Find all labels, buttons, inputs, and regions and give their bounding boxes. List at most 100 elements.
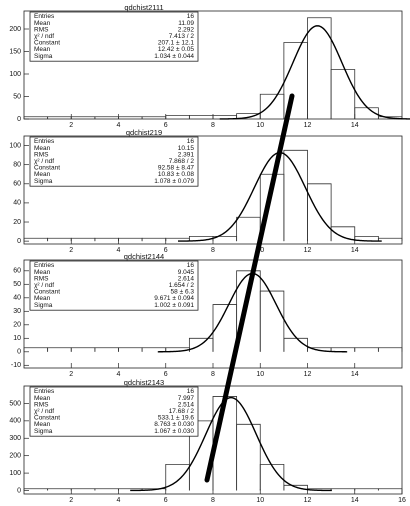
bin bbox=[70, 237, 96, 242]
y-tick-label: 40 bbox=[13, 200, 21, 207]
x-tick-label: 6 bbox=[164, 247, 168, 254]
stat-label: Entries bbox=[34, 138, 55, 145]
bin bbox=[330, 226, 356, 242]
stat-value: 16 bbox=[187, 262, 195, 269]
stat-label: χ² / ndf bbox=[34, 408, 54, 415]
bin bbox=[330, 69, 356, 119]
stat-label: RMS bbox=[34, 151, 49, 158]
y-tick-label: 150 bbox=[9, 48, 21, 55]
stat-value: 2.391 bbox=[178, 151, 195, 158]
stat-value: 1.002 ± 0.091 bbox=[154, 302, 194, 309]
panel-title: qdchist2111 bbox=[124, 3, 163, 12]
bin bbox=[94, 488, 119, 491]
x-tick-label: 12 bbox=[304, 371, 312, 378]
bin bbox=[118, 347, 143, 352]
x-tick-label: 6 bbox=[164, 371, 168, 378]
y-tick-label: -10 bbox=[11, 362, 21, 369]
x-tick-label: 8 bbox=[211, 247, 215, 254]
y-tick-label: 10 bbox=[13, 335, 21, 342]
bin bbox=[94, 347, 119, 352]
stat-label: χ² / ndf bbox=[34, 282, 54, 289]
fit-curve bbox=[130, 396, 332, 492]
stat-value: 17.68 / 2 bbox=[169, 408, 195, 415]
stat-value: 2.614 bbox=[178, 275, 195, 282]
stat-value: 16 bbox=[187, 13, 195, 20]
bin bbox=[377, 488, 403, 491]
x-tick-label: 12 bbox=[304, 497, 312, 504]
y-tick-label: 300 bbox=[9, 435, 21, 442]
stat-label: χ² / ndf bbox=[34, 33, 54, 40]
bin bbox=[259, 290, 285, 352]
stat-box bbox=[29, 136, 199, 187]
stat-label: Sigma bbox=[34, 178, 53, 185]
y-tick-label: 80 bbox=[13, 162, 21, 169]
x-tick-label: 4 bbox=[117, 497, 121, 504]
bin bbox=[354, 488, 379, 491]
stat-value: 7.868 / 2 bbox=[169, 158, 195, 165]
x-tick-label: 8 bbox=[211, 122, 215, 129]
bin bbox=[236, 216, 261, 242]
x-tick-label: 2 bbox=[69, 122, 73, 129]
bin bbox=[165, 115, 190, 119]
bin bbox=[23, 237, 49, 242]
stat-value: 9.045 bbox=[178, 269, 195, 276]
y-tick-label: 0 bbox=[17, 116, 21, 123]
stat-label: Constant bbox=[34, 289, 60, 296]
x-tick-label: 10 bbox=[256, 371, 264, 378]
bin bbox=[94, 237, 119, 242]
bin bbox=[330, 488, 356, 491]
stat-value: 12.42 ± 0.05 bbox=[158, 46, 194, 53]
x-tick-label: 4 bbox=[117, 122, 121, 129]
bin bbox=[47, 488, 72, 491]
y-tick-label: 200 bbox=[9, 453, 21, 460]
bin bbox=[47, 237, 72, 242]
stat-label: Mean bbox=[34, 421, 51, 428]
x-tick-label: 6 bbox=[164, 122, 168, 129]
y-tick-label: 0 bbox=[17, 238, 21, 245]
y-tick-label: 0 bbox=[17, 487, 21, 494]
y-tick-label: 100 bbox=[9, 71, 21, 78]
stat-value: 1.078 ± 0.079 bbox=[154, 178, 194, 185]
stat-label: χ² / ndf bbox=[34, 158, 54, 165]
stat-label: Constant bbox=[34, 415, 60, 422]
stat-value: 1.654 / 2 bbox=[169, 282, 195, 289]
y-tick-label: 50 bbox=[13, 281, 21, 288]
bin bbox=[377, 347, 403, 352]
y-tick-label: 200 bbox=[9, 26, 21, 33]
stat-label: Entries bbox=[34, 388, 55, 395]
bin bbox=[70, 488, 96, 491]
stat-label: Sigma bbox=[34, 53, 53, 60]
x-tick-label: 16 bbox=[398, 497, 406, 504]
drawn-line bbox=[204, 93, 295, 483]
x-tick-label: 10 bbox=[256, 497, 264, 504]
stat-value: 2.514 bbox=[178, 401, 195, 408]
x-tick-label: 2 bbox=[69, 371, 73, 378]
bin bbox=[236, 423, 261, 491]
stat-label: Mean bbox=[34, 269, 51, 276]
stat-value: 207.1 ± 12.1 bbox=[158, 40, 194, 47]
x-tick-label: 8 bbox=[211, 497, 215, 504]
y-tick-label: 30 bbox=[13, 308, 21, 315]
y-tick-label: 500 bbox=[9, 400, 21, 407]
panel-title: qdchist219 bbox=[126, 128, 162, 137]
bin bbox=[307, 183, 332, 242]
y-tick-label: 400 bbox=[9, 418, 21, 425]
bin bbox=[283, 484, 308, 491]
stat-value: 1.067 ± 0.030 bbox=[154, 428, 194, 435]
stat-label: RMS bbox=[34, 275, 49, 282]
x-tick-label: 10 bbox=[256, 122, 264, 129]
stat-label: Mean bbox=[34, 395, 51, 402]
y-tick-label: 50 bbox=[13, 93, 21, 100]
bin bbox=[354, 347, 379, 352]
y-tick-label: 20 bbox=[13, 219, 21, 226]
y-tick-label: 60 bbox=[13, 181, 21, 188]
stat-label: Entries bbox=[34, 13, 55, 20]
x-tick-label: 2 bbox=[69, 247, 73, 254]
bin bbox=[70, 347, 96, 352]
x-tick-label: 14 bbox=[351, 371, 359, 378]
stat-label: Constant bbox=[34, 40, 60, 47]
stat-label: Mean bbox=[34, 46, 51, 53]
panel-title: qdchist2144 bbox=[124, 252, 164, 261]
